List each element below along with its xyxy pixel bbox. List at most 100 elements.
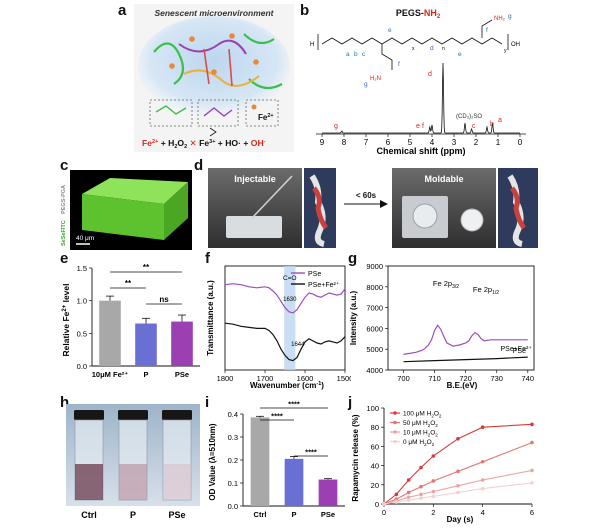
panel-b-nmr: PEGS-NH2 H OH NH₂ H₂N b c a e e d f f g … [308,4,536,156]
panel-g-chart: Intensity (a.u.) B.E.(eV) Fe 2p3/2 Fe 2p… [348,258,538,392]
fe-particle-2 [229,33,235,39]
j-point-0-7 [530,422,534,427]
struct-label-d: d [430,45,434,52]
g-y-tick-label-4000: 4000 [366,366,383,375]
injectable-caption: Injectable [234,174,276,184]
struct-sub-y: y [504,48,507,54]
schematic-title: Senescent microenvironment [154,8,274,18]
j-point-0-4 [431,454,436,458]
f-x-tick-label-1800: 1800 [217,374,234,383]
j-x-tick-label-6: 6 [530,508,534,517]
panel-label-c: c [60,157,69,174]
structure-oh: OH [511,42,520,48]
struct-label-b: b [354,51,358,58]
j-point-2-6 [480,478,485,482]
f-annotation-co: C=O [283,275,297,282]
i-y-tick-label-0.0: 0.0 [228,502,238,511]
panel-label-g: g [348,250,358,267]
j-point-3-3 [419,496,423,501]
joint-tissue-right [509,186,527,230]
g-series-label-0: PSe+Fe²⁺ [500,345,532,353]
f-legend-label-1: PSe+Fe²⁺ [308,281,340,289]
injectable-gel-block [226,216,282,238]
j-series-line-0 [383,423,533,505]
struct-sub-n: n [442,46,445,52]
nmr-tick-label-6: 6 [386,138,391,147]
peak-label-d: d [428,71,432,78]
f-x-tick-label-1500: 1500 [337,374,351,383]
g-y-tick-label-8000: 8000 [366,283,383,292]
chemical-structure [317,19,509,70]
struct-label-g2: g [508,13,512,20]
f-highlight-band [284,266,296,370]
structure-nh2-top: NH₂ [494,16,506,22]
peak-label-a: a [498,117,502,124]
g-y-label: Intensity (a.u.) [349,291,358,346]
j-point-3-5 [456,490,460,495]
joint-tissue-left [311,186,329,230]
fe-particle-5 [169,63,175,69]
i-category-label-1: P [291,510,296,519]
g-peak-label-12: Fe 2p1/2 [473,285,499,296]
g-x-tick-label-740: 740 [522,374,535,383]
block-front-face [82,194,164,240]
vials-svg: Ctrl P PSe [66,404,200,520]
time-arrow-head [380,200,388,208]
g-series-line-1 [403,356,528,363]
nmr-tick-label-8: 8 [342,138,347,147]
j-y-tick-label-40: 40 [371,462,379,471]
g-x-tick-label-700: 700 [397,374,410,383]
j-point-0-6 [480,425,485,429]
j-series-line-2 [383,469,533,505]
j-point-2-3 [419,492,423,497]
panel-label-i: i [205,394,210,411]
release-line-chart: Rapamycin release (%) Day (s) 0 2 4 6020406… [351,404,534,524]
j-point-2-5 [456,483,460,488]
peak-label-e: e [416,123,420,130]
panel-i-chart: OD Value (λ=510nm) 0.0 0.1 0.2 0.3 0.4 Ctrl P P… [205,400,351,525]
panel-d-photos: Injectable < 60s Moldable [208,168,538,248]
e-sig-label-0: ** [143,263,150,272]
detail-box-3 [245,99,279,127]
j-point-0-3 [419,465,423,470]
side-label-pegs-pga: PEGS-PGA [61,185,67,214]
i-y-tick-label-0.1: 0.1 [228,479,238,488]
nmr-tick-label-7: 7 [364,138,369,147]
e-category-label-2: PSe [175,370,189,379]
g-marks: 700 710 720 730 740 4000 5000 6000 7000 8000 9000 P… [366,262,535,383]
j-x-tick-label-2: 2 [431,508,435,517]
j-y-tick-label-20: 20 [371,481,379,490]
structure-nh2-bottom: H₂N [370,76,381,82]
j-point-3-7 [530,481,534,485]
j-point-0-2 [406,478,411,482]
vial-label-ctrl: Ctrl [81,510,97,520]
polymer-chain-purple-1 [178,39,247,55]
j-point-3-1 [394,500,399,504]
g-x-tick-label-730: 730 [490,374,503,383]
f-x-tick-label-1600: 1600 [297,374,314,383]
e-y-tick-label-1.0: 1.0 [77,297,87,306]
nmr-svg: PEGS-NH2 H OH NH₂ H₂N b c a e e d f f g … [310,8,526,156]
box2-structure [203,107,233,117]
e-marks: 0.0 0.5 1.0 1.5 10μM Fe²⁺ P PSe ** ** ns [77,263,200,379]
block-top-face [82,178,188,204]
nmr-spectrum [322,62,520,134]
vial-label-pse: PSe [168,510,185,520]
j-legend-dot-3 [393,439,397,444]
e-y-tick-label-0.5: 0.5 [77,329,87,338]
polymer-chain-green-1 [153,42,185,85]
scalebar-label: 40 μm [76,235,94,242]
panel-a-schematic: Senescent microenvironment Fe2+ Fe2+ + H… [134,4,294,152]
g-x-tick-label-710: 710 [428,374,441,383]
g-x-tick-label-720: 720 [459,374,472,383]
e-category-label-0: 10μM Fe²⁺ [92,370,129,379]
i-y-label: OD Value (λ=510nm) [208,423,217,500]
j-y-tick-label-100: 100 [366,404,379,413]
detail-box-2 [197,99,239,127]
f-x-label: Wavenumber (cm-1) [250,381,324,390]
senescent-schematic-svg: Senescent microenvironment Fe2+ Fe2+ + H… [134,4,294,152]
e-y-tick-label-1.5: 1.5 [77,264,87,273]
j-point-3-0 [382,502,386,506]
struct-sub-x: x [412,46,415,52]
i-category-label-0: Ctrl [254,510,267,519]
